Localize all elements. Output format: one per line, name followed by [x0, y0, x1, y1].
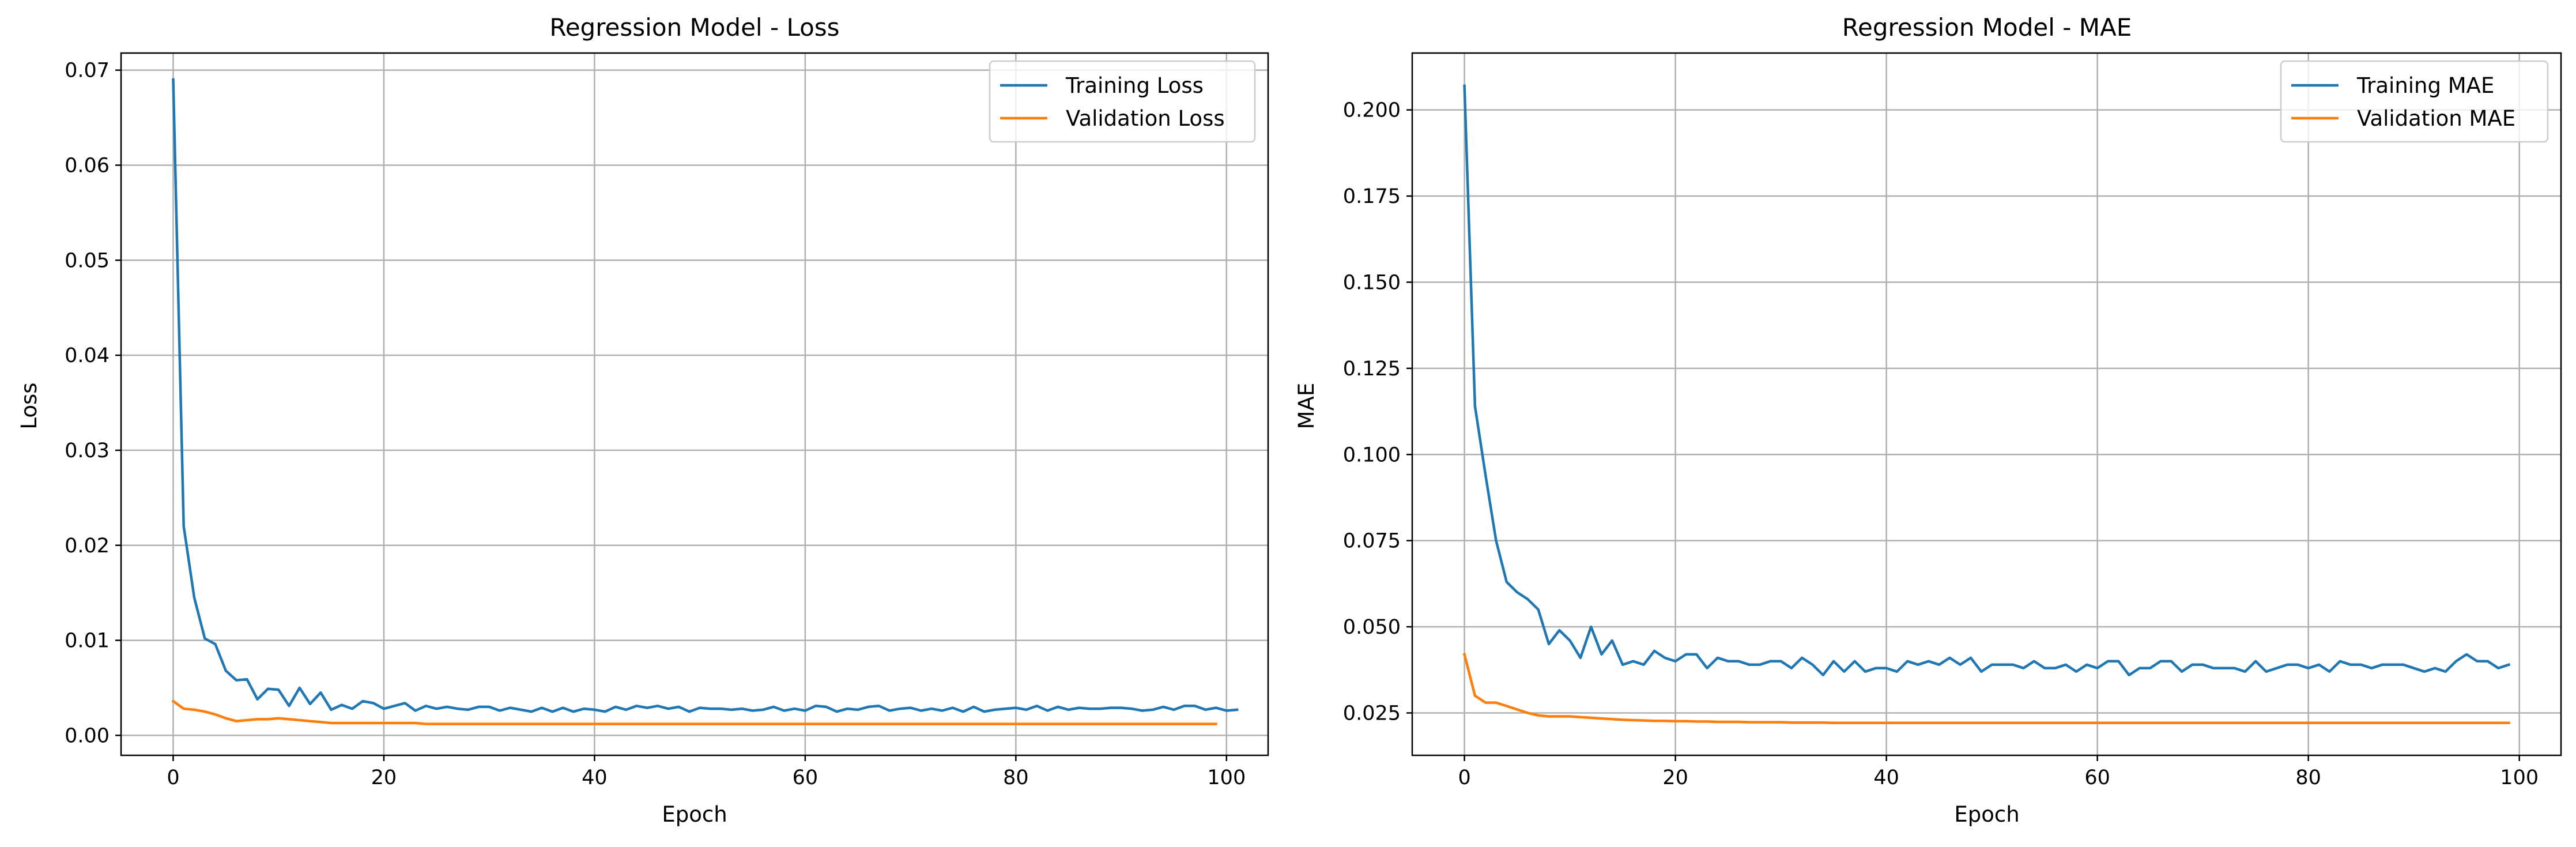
- mae-x-tick-label: 40: [1873, 766, 1899, 789]
- loss-chart: Regression Model - Loss 0 20 40 60 80 100 0.0…: [17, 13, 1269, 827]
- loss-legend: Training Loss Validation Loss: [989, 60, 1256, 143]
- mae-y-tick-label: 0.075: [1343, 530, 1401, 553]
- mae-x-tick-label: 0: [1458, 766, 1470, 789]
- mae-series-line-validation: [1462, 653, 2510, 725]
- mae-legend-label: Training MAE: [2356, 73, 2494, 98]
- loss-x-tick-label: 60: [793, 766, 819, 789]
- loss-y-tick-label: 0.04: [65, 344, 110, 367]
- mae-chart-title: Regression Model - MAE: [1842, 13, 2132, 42]
- loss-x-tick-label: 80: [1003, 766, 1029, 789]
- loss-y-tick-label: 0.03: [65, 439, 110, 462]
- loss-gridlines: [121, 53, 1268, 755]
- loss-y-axis-label: Loss: [17, 382, 42, 429]
- loss-series-line-validation: [171, 699, 1217, 725]
- loss-x-ticks: 0 20 40 60 80 100: [167, 755, 1246, 789]
- mae-series-lines: [1462, 84, 2511, 725]
- loss-y-tick-label: 0.06: [65, 154, 110, 177]
- mae-legend-label: Validation MAE: [2357, 106, 2515, 131]
- loss-y-tick-label: 0.07: [65, 59, 110, 82]
- loss-x-tick-label: 0: [167, 766, 179, 789]
- mae-series-line-training: [1463, 84, 2511, 676]
- mae-legend: Training MAE Validation MAE: [2280, 60, 2549, 143]
- loss-chart-title: Regression Model - Loss: [549, 13, 839, 42]
- loss-y-ticks: 0.00 0.01 0.02 0.03 0.04 0.05 0.06 0.07: [65, 59, 121, 747]
- mae-x-tick-label: 60: [2084, 766, 2110, 789]
- mae-y-tick-label: 0.100: [1343, 443, 1401, 466]
- mae-x-tick-label: 80: [2295, 766, 2321, 789]
- loss-x-tick-label: 20: [371, 766, 397, 789]
- loss-series-line-training: [172, 78, 1239, 713]
- loss-plot-frame: [120, 52, 1269, 756]
- mae-x-tick-label: 20: [1662, 766, 1688, 789]
- loss-y-tick-label: 0.02: [65, 534, 110, 558]
- loss-legend-box: [989, 60, 1256, 143]
- loss-y-tick-label: 0.01: [65, 630, 110, 653]
- loss-x-tick-label: 100: [1207, 766, 1246, 789]
- mae-y-tick-label: 0.150: [1343, 271, 1401, 294]
- loss-y-tick-label: 0.05: [65, 249, 110, 272]
- mae-x-ticks: 0 20 40 60 80 100: [1458, 755, 2539, 789]
- mae-y-tick-label: 0.200: [1343, 99, 1401, 122]
- loss-x-tick-label: 40: [582, 766, 608, 789]
- loss-series-lines: [171, 78, 1239, 725]
- mae-x-axis-label: Epoch: [1954, 802, 2019, 827]
- mae-y-tick-label: 0.025: [1343, 702, 1401, 725]
- mae-legend-box: [2280, 60, 2549, 143]
- mae-plot-frame: [1411, 52, 2562, 756]
- loss-legend-label: Validation Loss: [1066, 106, 1225, 131]
- mae-y-axis-label: MAE: [1294, 383, 1319, 430]
- loss-legend-label: Training Loss: [1065, 73, 1204, 98]
- mae-chart: Regression Model - MAE 0 20 40 60 80 100 0.02…: [1294, 13, 2562, 827]
- mae-y-tick-label: 0.175: [1343, 185, 1401, 208]
- loss-x-axis-label: Epoch: [662, 802, 727, 827]
- mae-y-tick-label: 0.050: [1343, 616, 1401, 639]
- mae-x-tick-label: 100: [2500, 766, 2539, 789]
- mae-y-ticks: 0.025 0.050 0.075 0.100 0.125 0.150 0.175 0.200: [1343, 99, 1412, 725]
- mae-y-tick-label: 0.125: [1343, 357, 1401, 381]
- loss-y-tick-label: 0.00: [65, 724, 110, 747]
